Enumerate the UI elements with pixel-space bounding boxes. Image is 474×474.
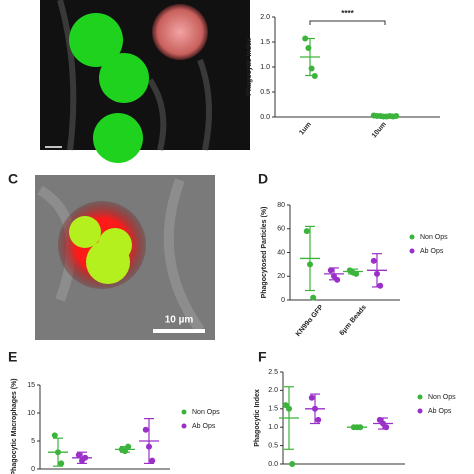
y-tick-label: 2.0 [268,387,278,394]
y-tick-label: 0.5 [268,442,278,449]
y-tick-label: 0.5 [260,89,270,96]
y-tick-label: 80 [277,202,285,209]
legend-label: Non Ops [428,394,456,401]
x-tick-label: 6μm Beads [339,304,368,337]
data-point [58,460,65,467]
legend-marker [181,423,187,429]
y-tick-label: 0.0 [260,114,270,121]
y-tick-label: 2.0 [260,14,270,21]
y-axis-label: Phagocytosed Particles (%) [261,207,268,299]
y-tick-label: 10 [27,410,35,417]
y-axis-label: Phagocytic Macrophages (%) [11,378,18,474]
x-tick-label: KN99α GFP [295,304,325,338]
data-point [303,228,310,235]
legend-marker [409,248,415,254]
y-tick-label: 1.5 [260,39,270,46]
scale-bar-label: 10 µm [165,315,194,326]
y-tick-label: 60 [277,226,285,233]
x-tick-label: 1um [298,121,313,137]
data-point [310,294,317,301]
data-point [370,257,377,264]
data-point [393,113,400,119]
y-tick-label: 1.0 [260,64,270,71]
legend-marker [409,234,415,240]
micrograph-c: 10 µm [35,175,215,340]
data-point [308,394,315,401]
y-tick-label: 0.0 [268,461,278,468]
x-tick-label: 10um [371,121,388,140]
legend-marker [417,408,423,414]
data-point [51,432,58,439]
data-point [75,452,82,458]
y-tick-label: 2.5 [268,369,278,376]
y-tick-label: 1.5 [268,406,278,413]
panel-label: F [258,349,267,365]
data-point [142,426,149,433]
significance-bracket [309,20,386,25]
y-axis-label: Phagocytic Index [246,38,253,96]
y-axis-label: Phagocytic Index [254,389,261,447]
y-tick-label: 0 [281,297,285,304]
data-point [327,267,334,274]
data-point [315,416,322,423]
y-tick-label: 40 [277,249,285,256]
data-point [377,282,384,289]
legend-label: Non Ops [192,409,220,416]
y-tick-label: 20 [277,273,285,280]
panel-label: E [8,349,17,365]
annotation: **** [341,9,354,18]
data-point [289,461,296,467]
panel-label: D [258,171,268,187]
y-tick-label: 5 [31,438,35,445]
panel-label: C [8,171,18,187]
micrograph-a [40,0,250,163]
y-tick-label: 1.0 [268,424,278,431]
legend-marker [417,394,423,400]
y-tick-label: 0 [31,466,35,473]
legend-marker [181,409,187,415]
y-tick-label: 15 [27,382,35,389]
legend-label: Ab Ops [428,408,452,415]
legend-label: Non Ops [420,234,448,241]
legend-label: Ab Ops [420,248,444,255]
data-point [149,457,156,464]
legend-label: Ab Ops [192,423,216,430]
